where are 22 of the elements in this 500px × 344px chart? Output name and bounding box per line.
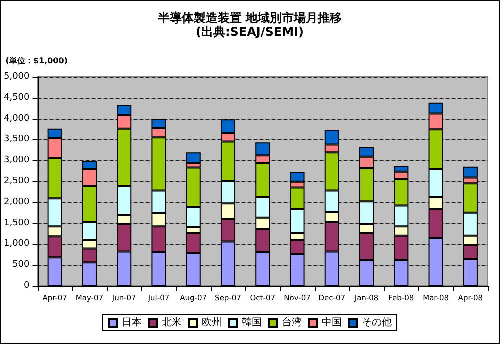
legend-label: 中国 [322,316,342,328]
y-tick-label: 3,000 [4,156,30,166]
legend-label: 北米 [162,316,182,328]
y-tick-label: 2,000 [4,197,30,208]
chart-title: 半導体製造装置 地域別市場月推移 [156,11,342,25]
chart-subtitle: (出典:SEAJ/SEMI) [196,25,304,39]
legend-label: その他 [362,316,392,328]
y-tick-label: 2,500 [4,176,30,186]
y-axis-title: (単位：$1,000) [6,56,68,66]
y-tick-label: 500 [12,260,30,270]
legend-label: 欧州 [202,316,222,328]
y-tick-label: 4,500 [4,92,30,103]
y-tick-label: 5,000 [4,72,30,82]
y-tick-label: 4,000 [4,114,30,124]
legend-label: 台湾 [282,316,302,328]
legend-label: 韓国 [242,316,262,328]
y-tick-label: 0 [24,281,30,291]
y-tick-label: 3,500 [4,134,30,145]
bar [186,152,201,164]
y-tick-label: 1,500 [4,218,30,228]
legend-label: 日本 [122,316,142,328]
y-tick-label: 1,000 [4,239,30,250]
